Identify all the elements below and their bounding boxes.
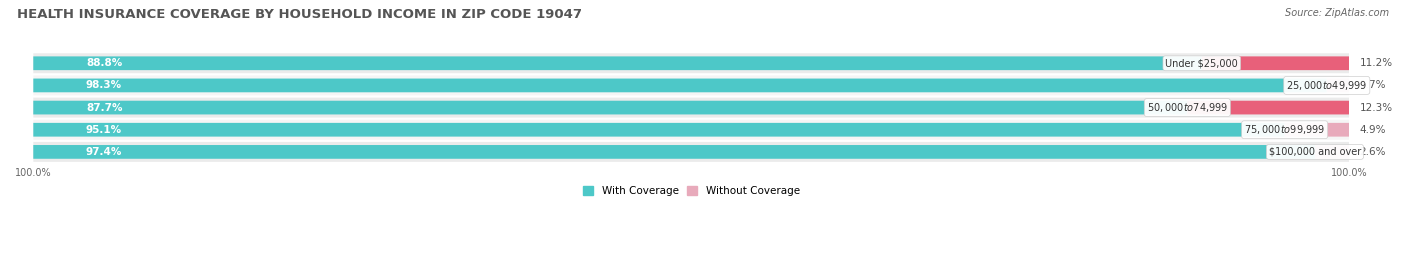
Text: 11.2%: 11.2% [1360,58,1393,68]
Text: Under $25,000: Under $25,000 [1166,58,1239,68]
Text: HEALTH INSURANCE COVERAGE BY HOUSEHOLD INCOME IN ZIP CODE 19047: HEALTH INSURANCE COVERAGE BY HOUSEHOLD I… [17,8,582,21]
FancyBboxPatch shape [34,79,1327,92]
Text: 88.8%: 88.8% [86,58,122,68]
FancyBboxPatch shape [34,123,1350,137]
FancyBboxPatch shape [34,56,1202,70]
Legend: With Coverage, Without Coverage: With Coverage, Without Coverage [579,182,804,200]
Text: 12.3%: 12.3% [1360,102,1393,113]
FancyBboxPatch shape [1202,56,1350,70]
FancyBboxPatch shape [34,75,1350,95]
Text: 4.9%: 4.9% [1360,125,1386,135]
FancyBboxPatch shape [34,98,1350,118]
Text: 98.3%: 98.3% [86,80,122,90]
Text: $75,000 to $99,999: $75,000 to $99,999 [1244,123,1326,136]
FancyBboxPatch shape [34,101,1350,114]
FancyBboxPatch shape [1285,123,1350,137]
Text: $50,000 to $74,999: $50,000 to $74,999 [1147,101,1227,114]
FancyBboxPatch shape [34,145,1315,159]
Text: 87.7%: 87.7% [86,102,122,113]
FancyBboxPatch shape [34,123,1285,137]
Text: $100,000 and over: $100,000 and over [1268,147,1361,157]
FancyBboxPatch shape [34,145,1350,159]
Text: 1.7%: 1.7% [1360,80,1386,90]
Text: 95.1%: 95.1% [86,125,122,135]
FancyBboxPatch shape [34,53,1350,73]
FancyBboxPatch shape [34,120,1350,140]
FancyBboxPatch shape [1187,101,1350,114]
FancyBboxPatch shape [34,101,1187,114]
FancyBboxPatch shape [34,79,1350,92]
Text: 2.6%: 2.6% [1360,147,1386,157]
FancyBboxPatch shape [34,56,1350,70]
Text: $25,000 to $49,999: $25,000 to $49,999 [1286,79,1368,92]
Text: Source: ZipAtlas.com: Source: ZipAtlas.com [1285,8,1389,18]
FancyBboxPatch shape [34,142,1350,162]
FancyBboxPatch shape [1315,145,1350,159]
Text: 97.4%: 97.4% [86,147,122,157]
FancyBboxPatch shape [1327,79,1350,92]
